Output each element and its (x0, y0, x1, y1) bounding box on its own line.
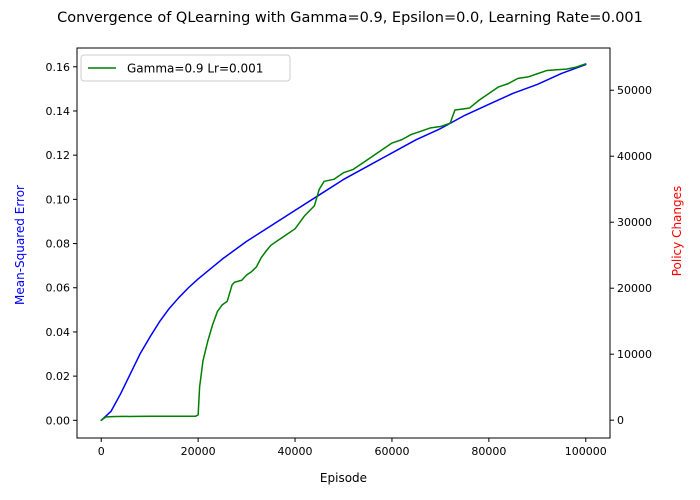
x-tick-label: 80000 (471, 445, 506, 458)
x-tick-label: 0 (98, 445, 105, 458)
y-right-tick-label: 0 (617, 414, 624, 427)
y-right-tick-label: 20000 (617, 282, 652, 295)
x-axis-label: Episode (320, 471, 367, 485)
x-tick-label: 100000 (565, 445, 607, 458)
y-left-tick-label: 0.10 (46, 193, 71, 206)
y-left-tick-label: 0.00 (46, 414, 71, 427)
y-left-tick-label: 0.16 (46, 61, 71, 74)
chart-title: Convergence of QLearning with Gamma=0.9,… (57, 10, 643, 26)
y-axis-right-ticks: 0 10000 20000 30000 40000 50000 (610, 84, 652, 427)
y-left-tick-label: 0.04 (46, 326, 71, 339)
x-tick-label: 40000 (278, 445, 313, 458)
x-tick-label: 20000 (181, 445, 216, 458)
legend-box (80, 54, 291, 82)
y-axis-right-label: Policy Changes (670, 186, 684, 277)
y-right-tick-label: 10000 (617, 348, 652, 361)
y-right-tick-label: 50000 (617, 84, 652, 97)
x-tick-label: 60000 (374, 445, 409, 458)
y-axis-left-ticks: 0.00 0.02 0.04 0.06 0.08 0.10 0.12 0.14 0.16 (46, 61, 77, 427)
y-right-tick-label: 30000 (617, 216, 652, 229)
y-left-tick-label: 0.12 (46, 149, 71, 162)
series-line-mse (100, 63, 587, 422)
legend-label: Gamma=0.9 Lr=0.001 (127, 62, 263, 76)
y-left-tick-label: 0.14 (46, 105, 71, 118)
x-axis-ticks: 0 20000 40000 60000 80000 100000 (98, 438, 607, 458)
y-axis-left-label: Mean-Squared Error (13, 185, 27, 305)
plot-frame (76, 47, 611, 439)
plot-area (76, 47, 611, 439)
y-left-tick-label: 0.02 (46, 370, 71, 383)
y-left-tick-label: 0.08 (46, 238, 71, 251)
y-right-tick-label: 40000 (617, 150, 652, 163)
series-line-policy-changes (100, 63, 587, 421)
legend: Gamma=0.9 Lr=0.001 (80, 54, 291, 82)
y-left-tick-label: 0.06 (46, 282, 71, 295)
